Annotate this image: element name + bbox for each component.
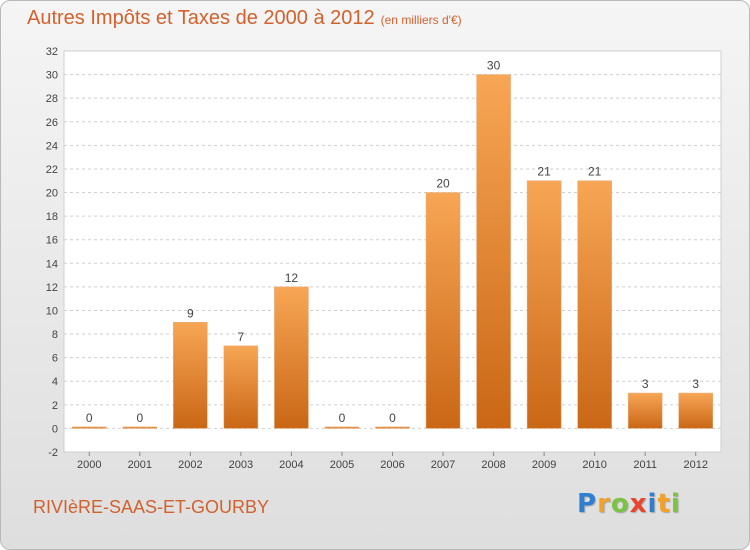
bar-2006 xyxy=(375,426,410,429)
data-label: 3 xyxy=(642,377,649,391)
bars xyxy=(72,74,713,429)
logo-letter: o xyxy=(610,489,630,519)
y-tick-label: 8 xyxy=(52,329,58,341)
x-tick-label: 2006 xyxy=(380,459,404,471)
bar-2010 xyxy=(577,180,612,429)
logo-letter: P xyxy=(577,489,598,519)
proxiti-logo: Proxiti xyxy=(577,489,681,519)
bar-2007 xyxy=(425,192,461,429)
y-tick-label: 2 xyxy=(52,400,58,412)
bar-2000 xyxy=(72,426,107,429)
data-labels: 0 0 9 7 12 0 0 20 30 21 21 3 3 xyxy=(86,59,699,425)
data-label: 12 xyxy=(285,271,299,285)
logo-letter: i xyxy=(647,489,658,519)
bar-2004 xyxy=(274,286,309,429)
x-tick-label: 2010 xyxy=(582,459,606,471)
bar-2008 xyxy=(476,74,511,429)
x-tick-label: 2011 xyxy=(633,459,657,471)
bar-2001 xyxy=(122,426,158,429)
y-tick-label: 10 xyxy=(46,305,58,317)
data-label: 21 xyxy=(588,165,602,179)
y-tick-label: 6 xyxy=(52,353,58,365)
data-label: 0 xyxy=(136,411,143,425)
data-label: 20 xyxy=(436,177,450,191)
x-tick-label: 2009 xyxy=(532,459,556,471)
data-label: 0 xyxy=(339,411,346,425)
bar-2009 xyxy=(526,180,562,429)
bar-2002 xyxy=(173,322,208,429)
x-tick-label: 2008 xyxy=(481,459,505,471)
plot-area xyxy=(63,50,722,453)
y-tick-label: 12 xyxy=(46,282,58,294)
x-tick-label: 2000 xyxy=(77,459,101,471)
logo-letter: i xyxy=(670,489,681,519)
data-label: 30 xyxy=(487,59,501,73)
y-tick-label: 22 xyxy=(46,164,58,176)
logo-letter: x xyxy=(629,489,648,519)
y-tick-label: 20 xyxy=(46,188,58,200)
x-tick-label: 2007 xyxy=(431,459,455,471)
y-tick-label: 4 xyxy=(52,376,58,388)
data-label: 3 xyxy=(692,377,699,391)
y-tick-label: 30 xyxy=(46,70,58,82)
y-tick-label: 14 xyxy=(46,258,58,270)
y-tick-label: 24 xyxy=(46,140,58,152)
y-tick-label: 32 xyxy=(46,46,58,58)
logo-letter: t xyxy=(657,489,671,519)
chart-title: Autres Impôts et Taxes de 2000 à 2012 (en… xyxy=(27,7,462,30)
chart-title-text: Autres Impôts et Taxes de 2000 à 2012 xyxy=(27,7,375,29)
data-label: 0 xyxy=(389,411,396,425)
x-tick-label: 2012 xyxy=(683,459,707,471)
x-axis: 2000 2001 2002 2003 2004 2005 2006 2007 2008 2009… xyxy=(77,452,708,471)
bar-2012 xyxy=(678,392,713,429)
x-tick-label: 2002 xyxy=(178,459,202,471)
bar-2005 xyxy=(324,426,360,429)
y-tick-label: 16 xyxy=(46,235,58,247)
data-label: 0 xyxy=(86,411,93,425)
y-tick-label: 28 xyxy=(46,93,58,105)
bar-2003 xyxy=(223,345,259,429)
y-tick-label: 18 xyxy=(46,211,58,223)
y-tick-label: -2 xyxy=(48,447,58,459)
y-tick-label: 0 xyxy=(52,423,58,435)
data-label: 9 xyxy=(187,306,194,320)
logo-letter: r xyxy=(597,489,611,519)
x-tick-label: 2003 xyxy=(229,459,253,471)
chart-subtitle: (en milliers d'€) xyxy=(380,13,462,27)
bar-2011 xyxy=(627,392,663,429)
y-tick-label: 26 xyxy=(46,117,58,129)
x-tick-label: 2001 xyxy=(128,459,152,471)
x-tick-label: 2004 xyxy=(279,459,303,471)
commune-name: RIVIèRE-SAAS-ET-GOURBY xyxy=(33,497,270,517)
x-tick-label: 2005 xyxy=(330,459,354,471)
data-label: 7 xyxy=(238,330,245,344)
data-label: 21 xyxy=(537,165,551,179)
